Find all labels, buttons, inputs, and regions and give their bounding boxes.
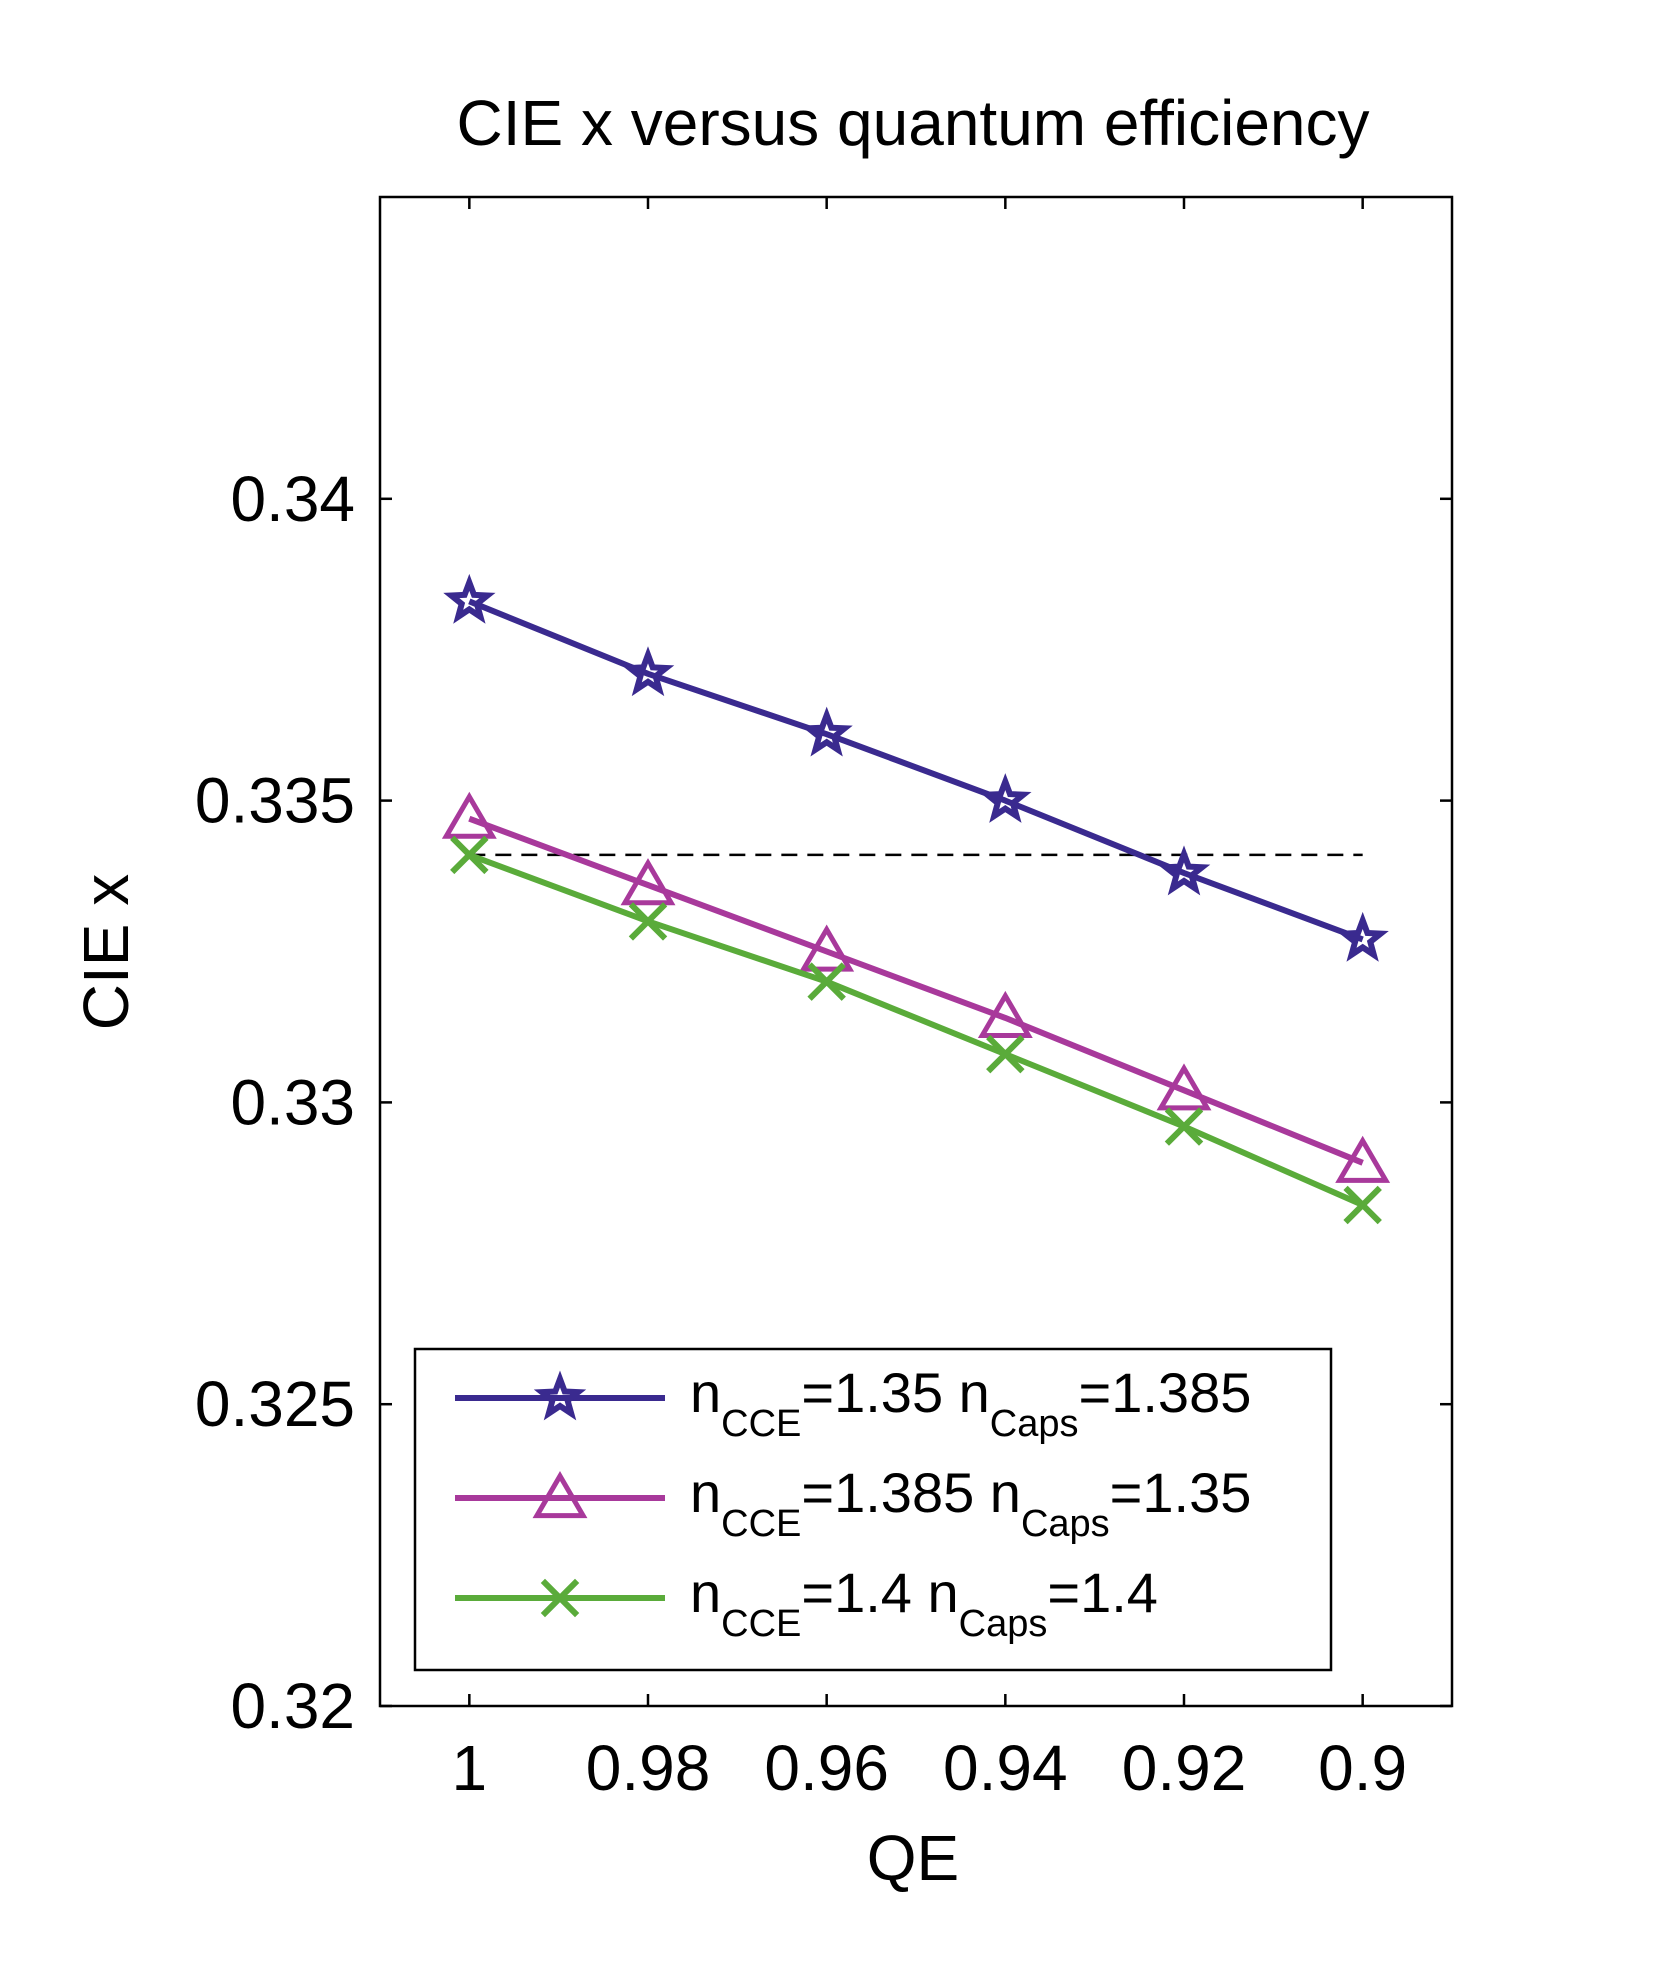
series-2-point: [441, 791, 497, 839]
legend-items: nCCE=1.35 nCaps=1.385 nCCE=1.385 nCaps=1.…: [455, 1361, 1251, 1645]
series-layer: [441, 573, 1391, 1225]
legend-swatch-marker: [540, 1578, 580, 1618]
legend-swatch-marker: [532, 1471, 588, 1519]
x-tick-label: 0.9: [1318, 1732, 1407, 1804]
series-3: [450, 835, 1382, 1225]
series-3-point: [1343, 1185, 1382, 1225]
series-3-point: [450, 835, 489, 875]
series-1-point: [621, 646, 675, 697]
series-1-point: [979, 773, 1032, 823]
series-1-point: [800, 706, 853, 757]
series-2-point: [799, 924, 855, 972]
series-3-point: [1164, 1107, 1204, 1146]
legend-swatch-marker: [533, 1370, 587, 1421]
series-1-point: [1157, 845, 1211, 896]
x-tick-label: 0.98: [586, 1732, 711, 1804]
series-2-point: [1156, 1063, 1212, 1111]
series-2-point: [1335, 1135, 1391, 1183]
series-1-point: [1336, 911, 1389, 962]
x-tick-label: 1: [452, 1732, 488, 1804]
x-tick-label: 0.94: [943, 1732, 1068, 1804]
legend-item-2: nCCE=1.385 nCaps=1.35: [455, 1461, 1251, 1545]
series-2-line: [468, 815, 1364, 1166]
y-tick-label: 0.32: [230, 1670, 355, 1742]
x-axis-ticks: 1 0.98 0.96 0.94 0.92 0.9: [452, 197, 1407, 1804]
legend-label: nCCE=1.4 nCaps=1.4: [690, 1561, 1158, 1645]
chart-title: CIE x versus quantum efficiency: [457, 87, 1370, 159]
x-axis-label: QE: [867, 1822, 959, 1894]
series-2-point: [620, 858, 676, 906]
legend-item-3: nCCE=1.4 nCaps=1.4: [455, 1561, 1158, 1645]
y-axis-ticks: 0.32 0.325 0.33 0.335 0.34: [195, 463, 1452, 1742]
y-axis-label: CIE x: [70, 874, 142, 1030]
y-tick-label: 0.33: [230, 1066, 355, 1138]
series-3-point: [986, 1034, 1025, 1074]
series-1-line: [468, 598, 1364, 943]
legend: nCCE=1.35 nCaps=1.385 nCCE=1.385 nCaps=1.…: [413, 1347, 1333, 1672]
series-3-point: [628, 902, 668, 941]
series-3-point: [807, 962, 846, 1001]
series-3-line: [468, 852, 1364, 1208]
series-2-point: [977, 990, 1033, 1038]
x-tick-label: 0.92: [1122, 1732, 1247, 1804]
y-tick-label: 0.335: [195, 765, 355, 837]
legend-item-1: nCCE=1.35 nCaps=1.385: [455, 1361, 1251, 1445]
series-2: [441, 791, 1391, 1183]
y-tick-label: 0.34: [230, 463, 355, 535]
y-tick-label: 0.325: [195, 1368, 355, 1440]
series-1: [443, 573, 1389, 962]
series-1-point: [443, 573, 496, 624]
x-tick-label: 0.96: [764, 1732, 889, 1804]
plot-area-frame: [378, 195, 1454, 1708]
legend-label: nCCE=1.385 nCaps=1.35: [690, 1461, 1251, 1545]
legend-label: nCCE=1.35 nCaps=1.385: [690, 1361, 1251, 1445]
